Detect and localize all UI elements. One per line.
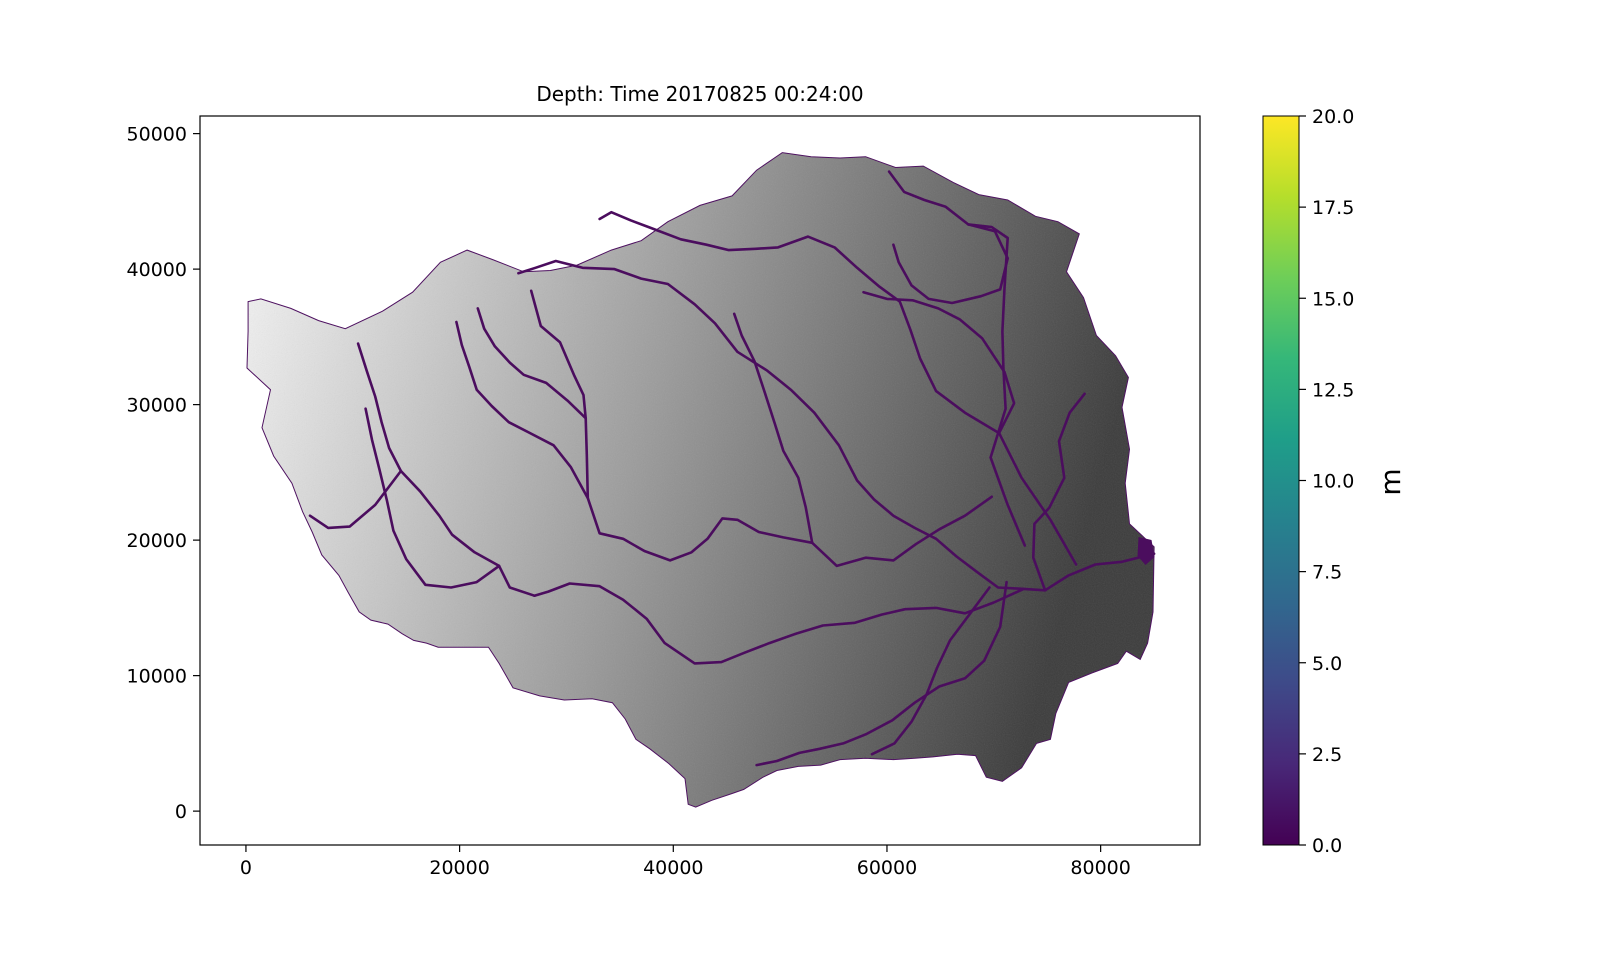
depth-channel-12 xyxy=(455,320,590,500)
colorbar-tick-label: 0.0 xyxy=(1312,835,1342,857)
y-tick-label: 10000 xyxy=(127,666,187,688)
x-tick-label: 60000 xyxy=(857,857,917,879)
depth-channel-8 xyxy=(1032,392,1086,592)
depth-channels xyxy=(308,170,1156,767)
colorbar-label: m xyxy=(1374,468,1407,495)
flooded-outlet xyxy=(1137,536,1155,565)
terrain-mesh-texture xyxy=(247,152,1155,808)
plot-frame xyxy=(199,115,1201,846)
colorbar-tick-label: 15.0 xyxy=(1312,288,1354,310)
depth-channel-6 xyxy=(755,580,1008,767)
depth-channel-10 xyxy=(892,223,1009,305)
depth-channel-2 xyxy=(517,259,1156,592)
depth-channel-3 xyxy=(533,582,1025,665)
x-tick-label: 40000 xyxy=(643,857,703,879)
colorbar-tick-label: 2.5 xyxy=(1312,744,1342,766)
colorbar-tick-label: 12.5 xyxy=(1312,379,1354,401)
y-tick-label: 40000 xyxy=(127,259,187,281)
colorbar-tick-label: 5.0 xyxy=(1312,653,1342,675)
depth-channel-13 xyxy=(476,307,587,420)
y-axis: 0 10000 20000 30000 40000 50000 xyxy=(127,124,200,823)
colorbar-tick-label: 20.0 xyxy=(1312,106,1354,128)
chart-title: Depth: Time 20170825 00:24:00 xyxy=(536,82,863,106)
x-axis: 0 20000 40000 60000 80000 xyxy=(240,845,1131,879)
x-tick-label: 0 xyxy=(240,857,252,879)
depth-channel-4 xyxy=(598,210,1078,566)
depth-channel-15 xyxy=(308,469,403,530)
y-tick-label: 0 xyxy=(175,801,187,823)
y-tick-label: 20000 xyxy=(127,530,187,552)
depth-channel-16 xyxy=(732,312,814,545)
depth-channel-14 xyxy=(364,407,501,589)
colorbar-tick-label: 10.0 xyxy=(1312,471,1354,493)
depth-channel-9 xyxy=(862,290,1016,435)
y-tick-label: 30000 xyxy=(127,395,187,417)
colorbar-bar xyxy=(1262,115,1300,846)
y-tick-label: 50000 xyxy=(127,124,187,146)
colorbar-tick-label: 7.5 xyxy=(1312,562,1342,584)
colorbar-ticks: 0.0 2.5 5.0 7.5 10.0 12.5 15.0 17.5 20.0 xyxy=(1299,106,1354,857)
x-tick-label: 20000 xyxy=(429,857,489,879)
colorbar-tick-label: 17.5 xyxy=(1312,197,1354,219)
colorbar: 0.0 2.5 5.0 7.5 10.0 12.5 15.0 17.5 20.0 m xyxy=(1262,106,1407,857)
depth-channel-7 xyxy=(870,586,991,756)
depth-channel-1 xyxy=(529,289,993,568)
map-area xyxy=(246,152,1156,808)
x-tick-label: 80000 xyxy=(1070,857,1130,879)
